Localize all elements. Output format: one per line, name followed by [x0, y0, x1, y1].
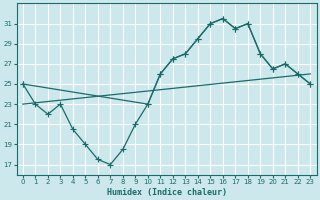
X-axis label: Humidex (Indice chaleur): Humidex (Indice chaleur) — [107, 188, 227, 197]
